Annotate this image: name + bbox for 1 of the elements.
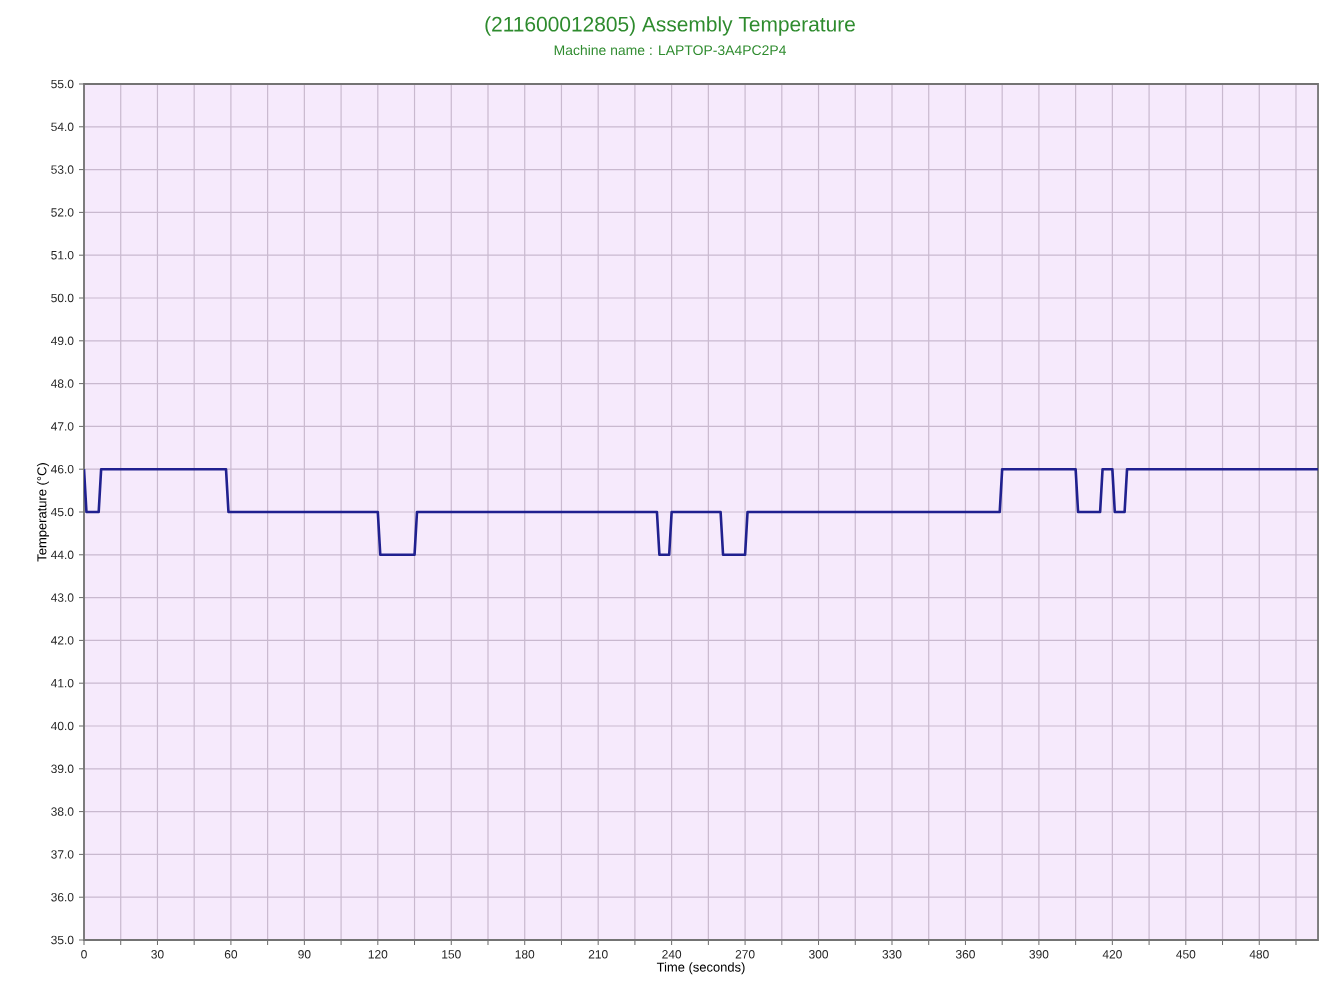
chart-title: (211600012805) Assembly Temperature [485, 16, 855, 36]
